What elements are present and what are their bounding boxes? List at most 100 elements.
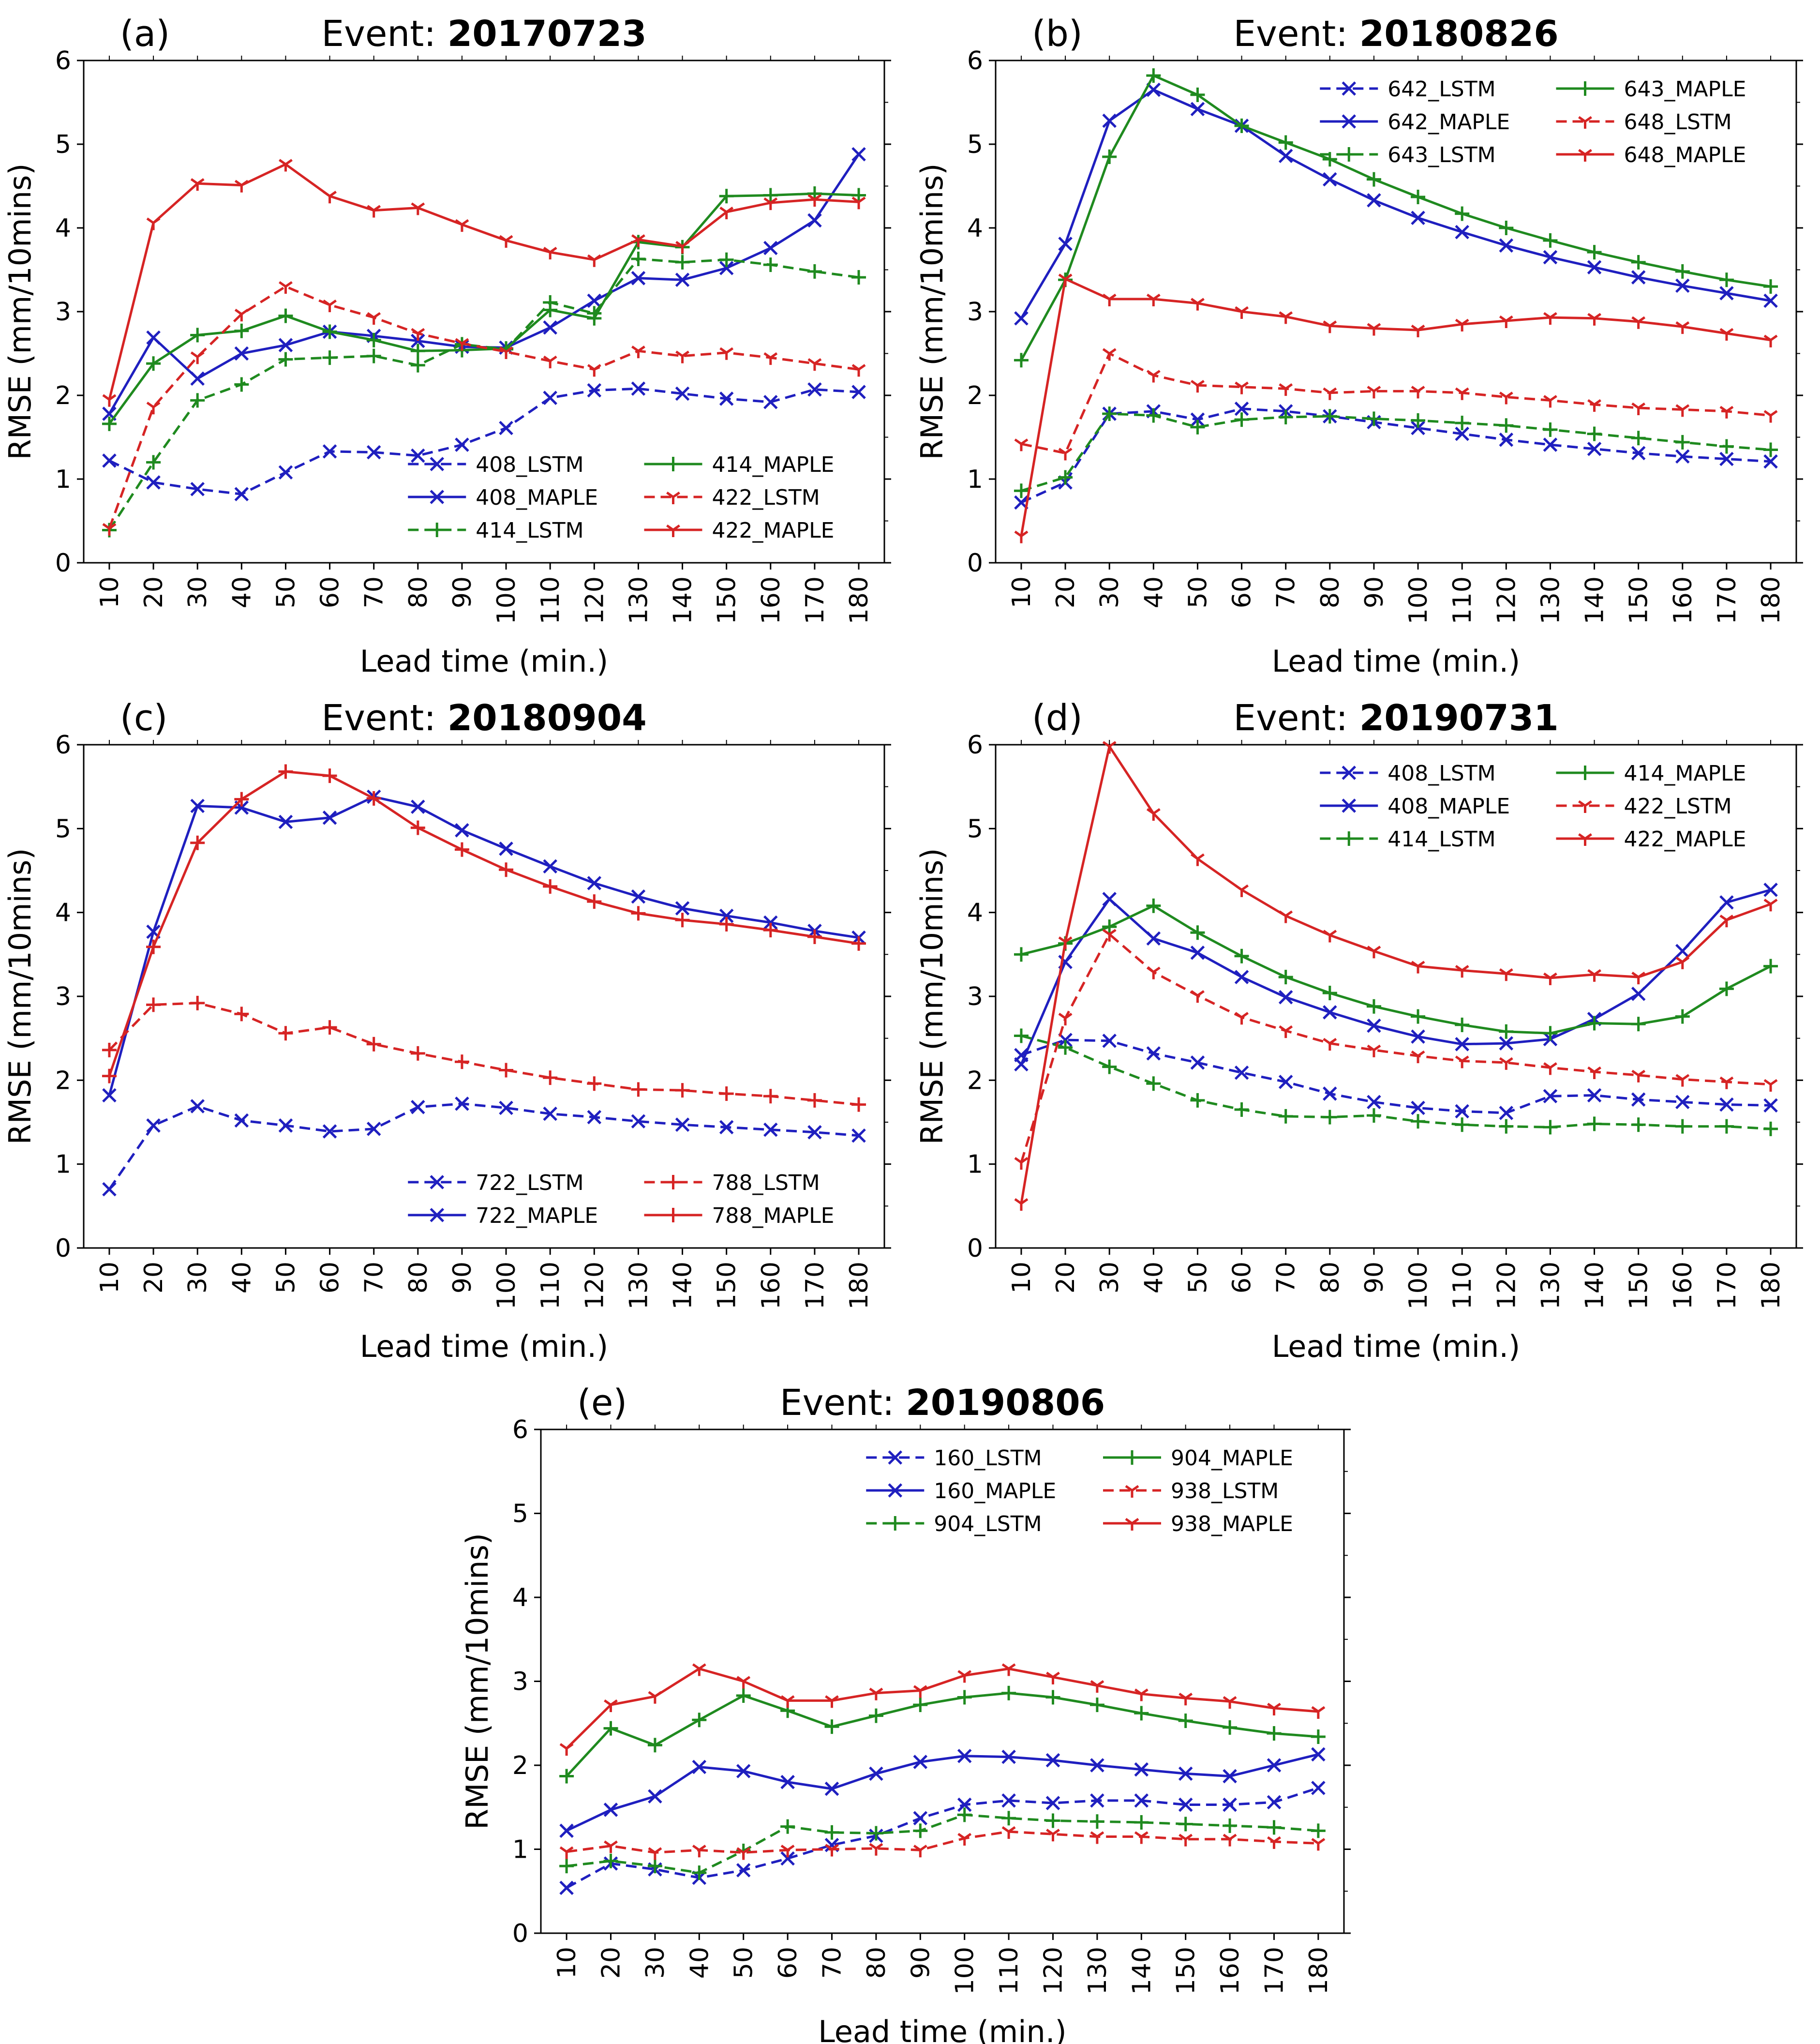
- data-point-722_MAPLE: [543, 859, 557, 874]
- data-point-422_MAPLE: [146, 217, 161, 230]
- y-tick-label: 1: [967, 465, 983, 494]
- data-point-422_MAPLE: [1102, 741, 1117, 754]
- y-axis-label: RMSE (mm/10mins): [914, 164, 950, 460]
- x-tick-label: 100: [492, 1262, 521, 1309]
- series-line-160_LSTM: [566, 1787, 1319, 1889]
- data-point-648_LSTM: [1411, 386, 1425, 399]
- data-point-422_MAPLE: [719, 206, 734, 220]
- data-point-648_LSTM: [1058, 448, 1073, 461]
- x-tick-label: 10: [552, 1947, 582, 1979]
- data-point-160_LSTM: [1090, 1793, 1104, 1808]
- y-tick-label: 6: [55, 731, 71, 760]
- x-tick-label: 30: [183, 576, 212, 608]
- data-point-938_MAPLE: [913, 1685, 927, 1698]
- data-point-422_MAPLE: [1675, 956, 1690, 969]
- x-tick-label: 60: [1228, 576, 1257, 608]
- data-point-648_LSTM: [1235, 381, 1249, 394]
- data-point-642_LSTM: [1014, 495, 1029, 510]
- data-point-722_LSTM: [675, 1117, 690, 1132]
- data-point-160_LSTM: [824, 1838, 839, 1852]
- data-point-648_LSTM: [1191, 380, 1205, 393]
- data-point-160_MAPLE: [1267, 1758, 1282, 1773]
- data-point-422_MAPLE: [1058, 936, 1073, 949]
- data-point-422_LSTM: [587, 364, 601, 377]
- data-point-422_MAPLE: [234, 180, 249, 193]
- data-point-422_LSTM: [1146, 966, 1161, 979]
- data-point-642_MAPLE: [1411, 210, 1425, 225]
- legend-label-642_LSTM: 642_LSTM: [1387, 77, 1495, 102]
- data-point-422_MAPLE: [807, 194, 822, 207]
- data-point-422_LSTM: [1499, 1057, 1513, 1070]
- data-point-408_LSTM: [1146, 1046, 1161, 1061]
- series-904_MAPLE: [559, 1685, 1326, 1784]
- y-tick-label: 1: [55, 1150, 71, 1179]
- y-axis-label: RMSE (mm/10mins): [2, 164, 38, 460]
- data-point-408_LSTM: [455, 437, 469, 452]
- data-point-408_MAPLE: [631, 271, 646, 286]
- data-point-648_LSTM: [1631, 402, 1646, 415]
- y-tick-label: 2: [967, 381, 983, 410]
- data-point-642_MAPLE: [1499, 238, 1514, 253]
- data-point-408_LSTM: [1543, 1089, 1558, 1104]
- series-line-414_LSTM: [1021, 1035, 1771, 1130]
- x-axis-label: Lead time (min.): [1272, 644, 1520, 679]
- series-line-722_LSTM: [108, 1102, 859, 1190]
- x-tick-label: 20: [139, 576, 168, 608]
- x-tick-label: 120: [580, 576, 609, 624]
- legend-label-422_MAPLE: 422_MAPLE: [712, 518, 835, 543]
- legend-marker-160_MAPLE: [888, 1483, 903, 1498]
- legend-label-722_MAPLE: 722_MAPLE: [476, 1203, 598, 1228]
- x-tick-label: 150: [1625, 576, 1654, 624]
- series-422_LSTM: [1014, 929, 1778, 1170]
- series-422_MAPLE: [1014, 741, 1778, 1211]
- legend-label-414_LSTM: 414_LSTM: [476, 518, 583, 543]
- data-point-422_MAPLE: [1146, 808, 1161, 821]
- series-line-648_MAPLE: [1020, 278, 1771, 537]
- data-point-648_MAPLE: [1014, 530, 1029, 543]
- data-point-938_MAPLE: [869, 1687, 883, 1700]
- chart-title-prefix: Event:: [1233, 697, 1359, 739]
- data-point-160_MAPLE: [736, 1764, 751, 1778]
- data-point-160_MAPLE: [780, 1774, 795, 1789]
- y-tick-label: 3: [55, 298, 71, 327]
- legend-label-648_LSTM: 648_LSTM: [1624, 110, 1732, 135]
- data-point-938_LSTM: [1311, 1838, 1326, 1851]
- y-tick-label: 4: [967, 214, 983, 243]
- data-point-422_LSTM: [1587, 1066, 1601, 1079]
- data-point-408_LSTM: [1234, 1065, 1249, 1080]
- data-point-160_LSTM: [1223, 1797, 1237, 1812]
- data-point-422_LSTM: [631, 346, 645, 359]
- data-point-422_LSTM: [234, 309, 249, 322]
- data-point-422_LSTM: [1719, 1076, 1734, 1089]
- data-point-722_LSTM: [499, 1100, 513, 1115]
- legend-marker-648_MAPLE: [1578, 149, 1592, 162]
- legend-label-642_MAPLE: 642_MAPLE: [1387, 110, 1510, 135]
- data-point-422_LSTM: [719, 347, 734, 360]
- data-point-422_LSTM: [1102, 929, 1117, 942]
- x-tick-label: 180: [845, 576, 874, 624]
- data-point-422_LSTM: [190, 351, 205, 364]
- data-point-648_LSTM: [1279, 383, 1293, 396]
- x-tick-label: 100: [1404, 576, 1433, 624]
- data-point-642_LSTM: [1499, 432, 1514, 447]
- legend-label-160_LSTM: 160_LSTM: [934, 1446, 1042, 1471]
- series-line-422_LSTM: [108, 285, 859, 529]
- data-point-642_LSTM: [1631, 446, 1646, 461]
- data-point-408_MAPLE: [1234, 970, 1249, 984]
- data-point-408_MAPLE: [543, 320, 557, 335]
- data-point-642_MAPLE: [1631, 270, 1646, 285]
- x-axis-label: Lead time (min.): [818, 2014, 1066, 2044]
- legend-label-904_MAPLE: 904_MAPLE: [1171, 1446, 1293, 1471]
- data-point-408_LSTM: [851, 385, 866, 399]
- series-line-642_LSTM: [1020, 407, 1771, 504]
- data-point-160_LSTM: [913, 1811, 928, 1826]
- data-point-642_LSTM: [1675, 449, 1690, 464]
- panel-20170723: 0 1 2 3 4 5 6 10 20 30 40 50 60 70 80 90 100 110 120 130 140…: [2, 13, 891, 679]
- x-tick-label: 130: [1083, 1947, 1112, 1995]
- y-tick-label: 6: [55, 46, 71, 75]
- data-point-722_LSTM: [102, 1182, 117, 1197]
- y-axis-label: RMSE (mm/10mins): [2, 848, 38, 1145]
- data-point-422_LSTM: [1763, 1079, 1778, 1092]
- y-tick-label: 1: [55, 465, 71, 494]
